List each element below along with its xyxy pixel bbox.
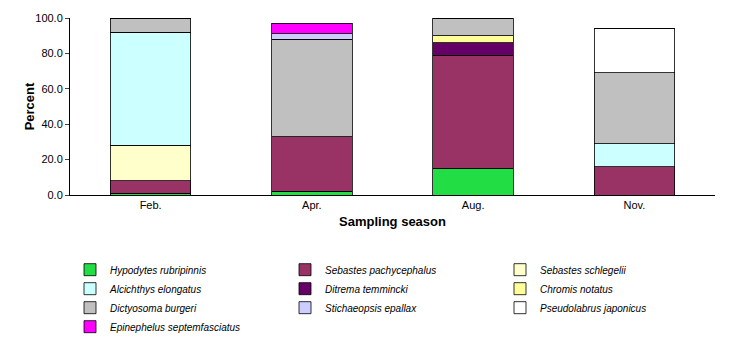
- svg-text:80.0: 80.0: [41, 47, 62, 59]
- svg-text:100.0: 100.0: [35, 12, 63, 24]
- svg-text:Sebastes schlegelii: Sebastes schlegelii: [540, 265, 626, 276]
- svg-text:Aug.: Aug.: [462, 199, 485, 211]
- svg-text:20.0: 20.0: [41, 153, 62, 165]
- svg-text:Sebastes pachycephalus: Sebastes pachycephalus: [325, 265, 436, 276]
- svg-text:Sampling season: Sampling season: [339, 214, 446, 229]
- svg-text:Dictyosoma burgeri: Dictyosoma burgeri: [110, 303, 197, 314]
- svg-text:0.0: 0.0: [48, 189, 63, 201]
- svg-text:Chromis notatus: Chromis notatus: [540, 284, 613, 295]
- svg-text:Stichaeopsis epallax: Stichaeopsis epallax: [325, 303, 417, 314]
- svg-text:Apr.: Apr.: [302, 199, 322, 211]
- svg-text:Hypodytes rubripinnis: Hypodytes rubripinnis: [110, 265, 206, 276]
- svg-text:Epinephelus septemfasciatus: Epinephelus septemfasciatus: [110, 322, 240, 333]
- svg-text:Pseudolabrus japonicus: Pseudolabrus japonicus: [540, 303, 646, 314]
- svg-text:Alcichthys elongatus: Alcichthys elongatus: [109, 284, 201, 295]
- svg-text:60.0: 60.0: [41, 83, 62, 95]
- svg-text:Nov.: Nov.: [623, 199, 645, 211]
- svg-text:Percent: Percent: [22, 82, 37, 130]
- svg-text:Feb.: Feb.: [140, 199, 162, 211]
- svg-text:Ditrema temmincki: Ditrema temmincki: [325, 284, 409, 295]
- svg-text:40.0: 40.0: [41, 118, 62, 130]
